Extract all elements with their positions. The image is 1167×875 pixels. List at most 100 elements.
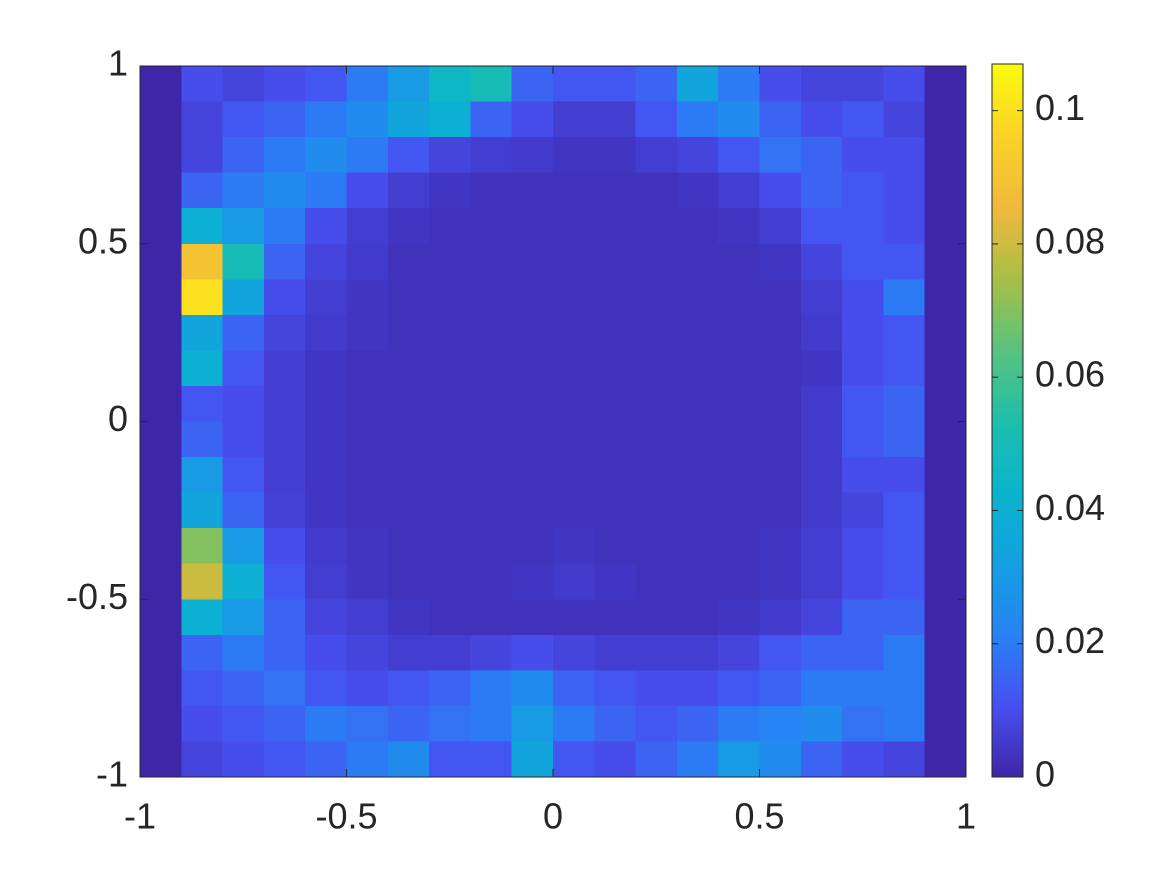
heatmap-cell	[635, 492, 678, 529]
heatmap-cell	[346, 563, 389, 600]
heatmap-cell	[594, 741, 637, 778]
heatmap-cell	[140, 66, 182, 103]
y-tick-label: 1	[108, 43, 128, 84]
heatmap-cell	[842, 172, 884, 209]
y-tick-label: -1	[96, 754, 128, 795]
heatmap-cell	[222, 492, 265, 529]
heatmap-cell	[676, 208, 719, 245]
heatmap-cell	[511, 634, 554, 671]
heatmap-cell	[387, 137, 430, 174]
heatmap-cell	[924, 421, 967, 458]
heatmap-cell	[883, 705, 926, 743]
heatmap-cell	[305, 492, 348, 529]
heatmap-cell	[635, 314, 678, 351]
heatmap-cell	[429, 243, 471, 280]
heatmap-cell	[470, 243, 513, 280]
heatmap-cell	[346, 634, 389, 671]
heatmap-cell	[511, 314, 554, 351]
heatmap-cell	[181, 492, 224, 529]
heatmap-cell	[263, 350, 306, 387]
heatmap-cell	[553, 385, 595, 423]
heatmap-cell	[718, 137, 761, 174]
heatmap-cell	[263, 66, 306, 103]
heatmap-cell	[553, 279, 595, 316]
heatmap-cell	[470, 208, 513, 245]
heatmap-cell	[181, 670, 224, 707]
heatmap-cell	[346, 208, 389, 245]
heatmap-cell	[676, 279, 719, 316]
heatmap-cell	[511, 350, 554, 387]
heatmap-cell	[676, 172, 719, 209]
heatmap-cell	[305, 350, 348, 387]
heatmap-cell	[594, 563, 637, 600]
heatmap-cell	[511, 137, 554, 174]
heatmap-cell	[140, 457, 182, 494]
heatmap-cell	[718, 528, 761, 565]
heatmap-cell	[676, 670, 719, 707]
heatmap-cell	[842, 314, 884, 351]
heatmap-cell	[759, 66, 802, 103]
heatmap-cell	[718, 634, 761, 671]
heatmap-cell	[263, 101, 306, 138]
heatmap-cell	[222, 385, 265, 423]
heatmap-cell	[718, 101, 761, 138]
heatmap-cell	[305, 314, 348, 351]
heatmap-cell	[553, 457, 595, 494]
heatmap-cell	[387, 634, 430, 671]
heatmap-cell	[181, 137, 224, 174]
heatmap-cell	[263, 492, 306, 529]
heatmap-cell	[842, 528, 884, 565]
heatmap-cell	[842, 705, 884, 743]
heatmap-cell	[718, 705, 761, 743]
heatmap-cell	[387, 101, 430, 138]
heatmap-cell	[140, 528, 182, 565]
heatmap-cell	[181, 705, 224, 743]
heatmap-cell	[140, 492, 182, 529]
heatmap-cell	[635, 599, 678, 636]
heatmap-cell	[676, 350, 719, 387]
heatmap-cell	[511, 599, 554, 636]
heatmap-cell	[305, 66, 348, 103]
heatmap-cell	[594, 208, 637, 245]
heatmap-cell	[263, 385, 306, 423]
heatmap-cell	[676, 634, 719, 671]
heatmap-cell	[883, 670, 926, 707]
heatmap-cell	[800, 243, 843, 280]
heatmap-cell	[759, 385, 802, 423]
heatmap-cell	[924, 101, 967, 138]
heatmap-cell	[429, 563, 471, 600]
heatmap-cell	[635, 457, 678, 494]
heatmap-cell	[305, 599, 348, 636]
heatmap-cell	[800, 741, 843, 778]
heatmap-cell	[222, 563, 265, 600]
heatmap-cell	[305, 670, 348, 707]
heatmap-cell	[181, 457, 224, 494]
heatmap-cell	[676, 528, 719, 565]
heatmap-cell	[511, 421, 554, 458]
heatmap-cell	[181, 563, 224, 600]
heatmap-cell	[676, 741, 719, 778]
heatmap-cell	[594, 172, 637, 209]
heatmap-cell	[181, 101, 224, 138]
heatmap-cell	[842, 563, 884, 600]
heatmap-cell	[346, 314, 389, 351]
heatmap-cell	[800, 101, 843, 138]
heatmap-cell	[511, 243, 554, 280]
heatmap-cell	[718, 314, 761, 351]
heatmap-cell	[553, 528, 595, 565]
heatmap-cell	[594, 279, 637, 316]
heatmap-cell	[924, 66, 967, 103]
heatmap-cell	[553, 634, 595, 671]
heatmap-cell	[429, 492, 471, 529]
colorbar-tick-label: 0.08	[1035, 220, 1105, 261]
heatmap-cell	[305, 741, 348, 778]
heatmap-cell	[718, 563, 761, 600]
heatmap-cell	[594, 492, 637, 529]
heatmap-cell	[883, 492, 926, 529]
heatmap-cell	[676, 492, 719, 529]
heatmap-cell	[181, 279, 224, 316]
heatmap-cell	[594, 137, 637, 174]
heatmap-cell	[305, 243, 348, 280]
heatmap-cell	[346, 137, 389, 174]
heatmap-cell	[842, 350, 884, 387]
